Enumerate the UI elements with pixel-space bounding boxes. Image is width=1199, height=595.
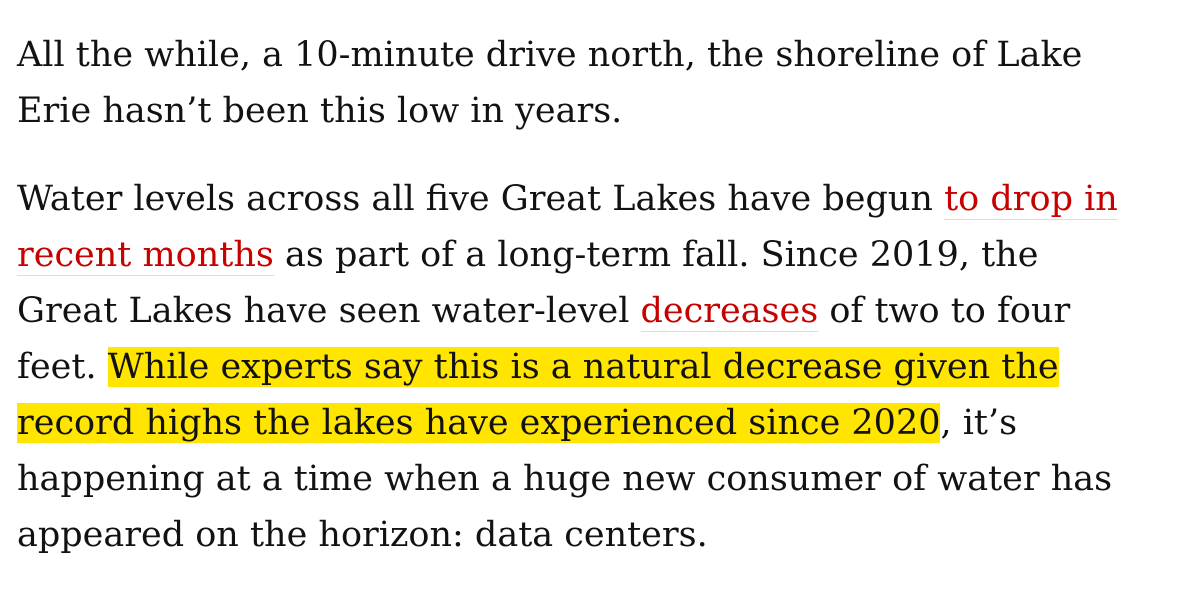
text-line: record highs the lakes have experienced … <box>17 395 1192 451</box>
page: All the while, a 10-minute drive north, … <box>17 35 1118 555</box>
inline-link[interactable]: decreases <box>640 291 819 332</box>
text-line: happening at a time when a huge new cons… <box>17 451 1192 507</box>
text-run: of two to four <box>818 291 1071 331</box>
text-line: recent months as part of a long-term fal… <box>17 227 1192 283</box>
text-run: Great Lakes have seen water-level <box>17 291 641 331</box>
paragraph: Water levels across all five Great Lakes… <box>17 171 1192 563</box>
text-line: Great Lakes have seen water-level decrea… <box>17 283 1192 339</box>
text-line: Erie hasn’t been this low in years. <box>17 83 1192 139</box>
text-line: All the while, a 10-minute drive north, … <box>17 27 1192 83</box>
paragraph: All the while, a 10-minute drive north, … <box>17 27 1192 139</box>
highlighted-text: record highs the lakes have experienced … <box>17 403 941 443</box>
text-run: Erie hasn’t been this low in years. <box>17 91 623 131</box>
article-text: All the while, a 10-minute drive north, … <box>17 27 1192 595</box>
text-run: Water levels across all five Great Lakes… <box>17 179 945 219</box>
text-run: , it’s <box>940 403 1018 443</box>
text-run: All the while, a 10-minute drive north, … <box>17 35 1083 75</box>
inline-link[interactable]: recent months <box>17 235 274 276</box>
text-run: appeared on the horizon: data centers. <box>17 515 708 555</box>
text-run: as part of a long-term fall. Since 2019,… <box>273 235 1039 275</box>
text-line: Water levels across all five Great Lakes… <box>17 171 1192 227</box>
inline-link[interactable]: to drop in <box>944 179 1118 220</box>
text-line: appeared on the horizon: data centers. <box>17 507 1192 563</box>
highlighted-text: While experts say this is a natural decr… <box>107 347 1059 387</box>
text-line: feet. While experts say this is a natura… <box>17 339 1192 395</box>
text-run: happening at a time when a huge new cons… <box>17 459 1113 499</box>
text-run: feet. <box>17 347 108 387</box>
